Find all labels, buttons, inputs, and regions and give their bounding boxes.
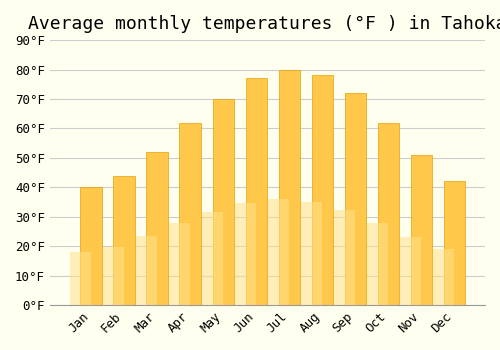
Bar <box>312 76 333 305</box>
Bar <box>80 187 102 305</box>
Bar <box>168 223 190 305</box>
Bar <box>268 199 289 305</box>
Bar <box>444 181 465 305</box>
Bar <box>367 223 388 305</box>
Bar <box>334 210 355 305</box>
Bar <box>102 247 124 305</box>
Bar <box>180 122 201 305</box>
Bar <box>400 238 421 305</box>
Bar <box>70 252 91 305</box>
Bar <box>410 155 432 305</box>
Bar <box>212 99 234 305</box>
Bar <box>378 122 399 305</box>
Bar <box>278 70 300 305</box>
Bar <box>344 93 366 305</box>
Bar <box>301 202 322 305</box>
Bar <box>114 175 135 305</box>
Title: Average monthly temperatures (°F ) in Tahoka: Average monthly temperatures (°F ) in Ta… <box>28 15 500 33</box>
Bar <box>136 236 157 305</box>
Bar <box>246 78 267 305</box>
Bar <box>202 212 223 305</box>
Bar <box>235 203 256 305</box>
Bar <box>433 250 454 305</box>
Bar <box>146 152 168 305</box>
